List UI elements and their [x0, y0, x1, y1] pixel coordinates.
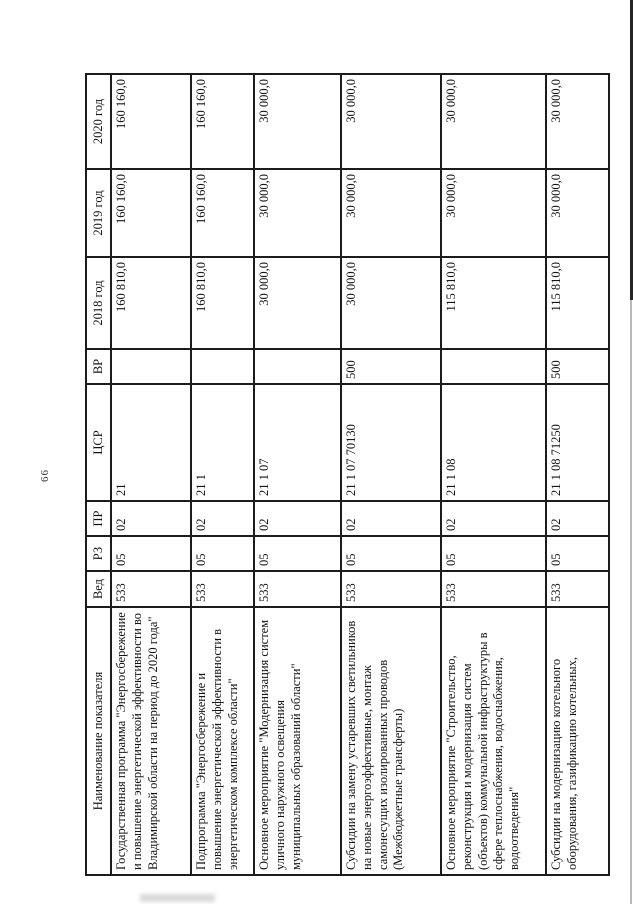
cell-csr: 21 1 07 70130: [341, 384, 441, 501]
cell-ved: 533: [191, 571, 254, 607]
cell-2018: 115 810,0: [546, 257, 609, 349]
cell-2019: 30 000,0: [546, 169, 609, 257]
scan-edge-artifact: [630, 0, 633, 300]
cell-rz: 05: [191, 536, 254, 571]
column-header-csr: ЦСР: [86, 384, 111, 501]
cell-2019: 30 000,0: [441, 169, 546, 257]
cell-ved: 533: [341, 571, 441, 607]
column-header-2019: 2019 год: [86, 169, 111, 257]
cell-2020: 30 000,0: [254, 74, 341, 169]
cell-2020: 160 160,0: [111, 74, 191, 169]
cell-2018: 160 810,0: [191, 257, 254, 349]
column-header-rz: РЗ: [86, 536, 111, 571]
table-header-row: Наименование показателя Вед РЗ ПР ЦСР ВР…: [86, 74, 111, 875]
scan-smudge-artifact: [140, 894, 215, 902]
cell-name: Основное мероприятие "Модернизация систе…: [254, 607, 341, 875]
cell-2019: 30 000,0: [254, 169, 341, 257]
column-header-2020: 2020 год: [86, 74, 111, 169]
cell-csr: 21: [111, 384, 191, 501]
column-header-pr: ПР: [86, 501, 111, 536]
cell-name: Государственная программа "Энергосбереже…: [111, 607, 191, 875]
cell-ved: 533: [441, 571, 546, 607]
cell-2018: 160 810,0: [111, 257, 191, 349]
cell-name: Субсидии на замену устаревших светильник…: [341, 607, 441, 875]
cell-2020: 30 000,0: [341, 74, 441, 169]
column-header-2018: 2018 год: [86, 257, 111, 349]
page-number: 66: [39, 469, 51, 482]
cell-pr: 02: [111, 501, 191, 536]
cell-pr: 02: [341, 501, 441, 536]
cell-vr: 500: [546, 349, 609, 384]
cell-csr: 21 1 07: [254, 384, 341, 501]
column-header-name: Наименование показателя: [86, 607, 111, 875]
cell-vr: [254, 349, 341, 384]
cell-2020: 30 000,0: [546, 74, 609, 169]
table-row: Подпрограмма "Энергосбережение и повышен…: [191, 74, 254, 875]
cell-2019: 30 000,0: [341, 169, 441, 257]
cell-vr: [441, 349, 546, 384]
cell-name: Основное мероприятие "Строительство, рек…: [441, 607, 546, 875]
cell-vr: 500: [341, 349, 441, 384]
cell-csr: 21 1 08 71250: [546, 384, 609, 501]
table-row: Основное мероприятие "Модернизация систе…: [254, 74, 341, 875]
cell-rz: 05: [441, 536, 546, 571]
column-header-vr: ВР: [86, 349, 111, 384]
table-row: Субсидии на замену устаревших светильник…: [341, 74, 441, 875]
cell-pr: 02: [546, 501, 609, 536]
cell-ved: 533: [111, 571, 191, 607]
cell-rz: 05: [341, 536, 441, 571]
budget-table: Наименование показателя Вед РЗ ПР ЦСР ВР…: [85, 73, 610, 876]
cell-2018: 30 000,0: [254, 257, 341, 349]
cell-2020: 160 160,0: [191, 74, 254, 169]
table-row: Государственная программа "Энергосбереже…: [111, 74, 191, 875]
cell-2019: 160 160,0: [111, 169, 191, 257]
cell-2018: 30 000,0: [341, 257, 441, 349]
cell-name: Подпрограмма "Энергосбережение и повышен…: [191, 607, 254, 875]
cell-rz: 05: [254, 536, 341, 571]
scan-edge-artifact: [630, 300, 632, 904]
rotated-page-content: 66 Наименование показателя Вед РЗ ПР ЦСР…: [25, 73, 610, 876]
cell-name: Субсидии на модернизацию котельного обор…: [546, 607, 609, 875]
table-row: Субсидии на модернизацию котельного обор…: [546, 74, 609, 875]
cell-rz: 05: [546, 536, 609, 571]
cell-pr: 02: [441, 501, 546, 536]
cell-ved: 533: [254, 571, 341, 607]
cell-vr: [191, 349, 254, 384]
cell-vr: [111, 349, 191, 384]
cell-2018: 115 810,0: [441, 257, 546, 349]
cell-rz: 05: [111, 536, 191, 571]
cell-pr: 02: [254, 501, 341, 536]
column-header-ved: Вед: [86, 571, 111, 607]
cell-ved: 533: [546, 571, 609, 607]
cell-csr: 21 1 08: [441, 384, 546, 501]
cell-pr: 02: [191, 501, 254, 536]
table-row: Основное мероприятие "Строительство, рек…: [441, 74, 546, 875]
cell-2020: 30 000,0: [441, 74, 546, 169]
cell-csr: 21 1: [191, 384, 254, 501]
cell-2019: 160 160,0: [191, 169, 254, 257]
